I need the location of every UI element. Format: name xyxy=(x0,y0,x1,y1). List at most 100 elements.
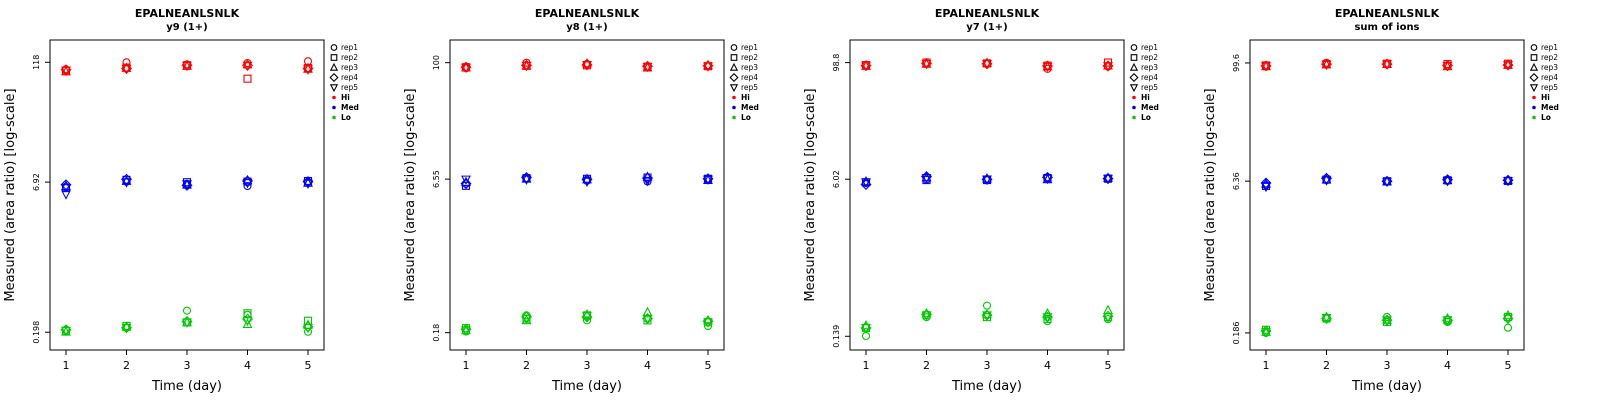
x-tick-label: 5 xyxy=(705,359,712,372)
chart-subtitle: y7 (1+) xyxy=(966,22,1007,33)
legend-symbol-rep1 xyxy=(330,44,338,51)
y-tick-label: 6.36 xyxy=(1232,172,1241,190)
legend-dot-lo xyxy=(1532,115,1536,120)
data-point-hi-rep3 xyxy=(1103,60,1113,70)
data-point-lo-rep5 xyxy=(1103,313,1113,323)
x-tick-label: 2 xyxy=(923,359,930,372)
data-point-hi-rep5 xyxy=(521,61,532,72)
chart-panel-y9: EPALNEANLSNLK y9 (1+) 0.198 6.92 118 1 2 3 4 5 Tim… xyxy=(0,0,400,400)
data-point-lo-rep5 xyxy=(303,323,313,334)
legend-symbol-rep4 xyxy=(1129,72,1139,83)
legend-label: Lo xyxy=(1141,113,1151,122)
y-tick-label: 99.6 xyxy=(1232,54,1241,72)
data-point-med-rep3 xyxy=(861,175,871,186)
chart-panel-y7: EPALNEANLSNLK y7 (1+) 0.139 6.02 98.8 1 2 3 4 5 Ti… xyxy=(800,0,1200,400)
legend-dot-hi xyxy=(732,95,736,100)
data-point-lo-rep5 xyxy=(1382,316,1392,326)
legend-label: rep1 xyxy=(341,43,358,52)
data-point-med-rep4 xyxy=(120,173,133,185)
legend-symbol-rep5 xyxy=(329,84,339,93)
data-point-hi-rep5 xyxy=(61,66,71,77)
data-point-med-rep4 xyxy=(641,172,654,184)
legend-symbol-rep3 xyxy=(1529,62,1539,71)
data-point-lo-rep1 xyxy=(861,331,871,341)
data-point-med-rep4 xyxy=(60,179,72,191)
legend-symbol-rep5 xyxy=(729,84,739,93)
legend-label: rep1 xyxy=(741,43,758,52)
data-point-hi-rep3 xyxy=(703,59,713,70)
legend-label: rep1 xyxy=(1541,43,1558,52)
data-point-med-rep5 xyxy=(1382,177,1392,188)
legend-symbol-rep1 xyxy=(1130,44,1138,51)
data-point-lo-rep1 xyxy=(982,301,992,310)
chart-title: EPALNEANLSNLK xyxy=(935,7,1040,20)
data-point-lo-rep5 xyxy=(521,314,532,325)
x-axis-label: Time (day) xyxy=(551,379,622,394)
legend-label: Hi xyxy=(1541,93,1550,102)
data-point-hi-rep5 xyxy=(1382,60,1392,70)
plot-box xyxy=(49,39,325,351)
x-tick-label: 3 xyxy=(184,359,191,372)
data-point-hi-rep5 xyxy=(982,59,992,70)
y-tick-label: 98.8 xyxy=(832,54,841,72)
x-tick-label: 4 xyxy=(1044,359,1051,372)
legend-label: Lo xyxy=(341,113,351,122)
data-point-lo-rep3 xyxy=(1103,304,1113,315)
legend-dot-hi xyxy=(1532,95,1536,100)
data-point-lo-rep3 xyxy=(921,307,932,318)
plot-y7: EPALNEANLSNLK y7 (1+) 0.139 6.02 98.8 1 2 3 4 5 Ti… xyxy=(803,7,1159,394)
legend-dot-lo xyxy=(332,115,336,120)
data-point-med-rep5 xyxy=(1261,182,1271,193)
data-point-med-rep5 xyxy=(521,175,532,186)
y-tick-label: 118 xyxy=(32,55,41,70)
legend-label: rep2 xyxy=(1141,53,1158,62)
plot-sum: EPALNEANLSNLK sum of ions 0.186 6.36 99.6 1 2 3… xyxy=(1203,7,1559,394)
data-point-hi-rep5 xyxy=(642,62,653,73)
legend-label: rep3 xyxy=(341,63,358,72)
data-point-lo-rep5 xyxy=(461,326,471,336)
x-tick-label: 2 xyxy=(123,359,130,372)
legend-label: rep2 xyxy=(741,53,758,62)
data-point-med-rep4 xyxy=(460,178,472,190)
data-point-med-rep5 xyxy=(303,179,313,190)
x-tick-label: 2 xyxy=(1323,359,1330,372)
data-point-med-rep4 xyxy=(860,179,872,191)
data-point-med-rep1 xyxy=(243,182,252,191)
legend-label: Hi xyxy=(1141,93,1150,102)
legend-label: rep3 xyxy=(1541,63,1558,72)
data-point-lo-rep5 xyxy=(642,314,653,325)
data-point-hi-rep3 xyxy=(582,57,592,68)
data-point-lo-rep5 xyxy=(861,324,871,334)
data-point-lo-rep2 xyxy=(243,309,252,318)
data-point-hi-rep5 xyxy=(1042,62,1053,73)
data-point-lo-rep5 xyxy=(1042,313,1053,323)
data-point-med-rep5 xyxy=(861,178,871,188)
data-point-med-rep5 xyxy=(921,174,932,184)
data-point-hi-rep3 xyxy=(303,63,313,73)
data-point-med-rep3 xyxy=(1103,172,1113,182)
data-point-hi-rep5 xyxy=(303,65,313,75)
chart-subtitle: sum of ions xyxy=(1354,22,1419,33)
x-tick-label: 5 xyxy=(305,359,312,372)
x-tick-label: 3 xyxy=(984,359,991,372)
x-axis-label: Time (day) xyxy=(151,379,222,394)
x-tick-label: 2 xyxy=(523,359,530,372)
y-tick-label: 0.198 xyxy=(32,321,41,344)
data-point-lo-rep5 xyxy=(703,318,713,328)
legend-label: Med xyxy=(741,103,759,112)
data-point-lo-rep3 xyxy=(242,318,253,328)
legend-label: Med xyxy=(1141,103,1159,112)
y-tick-label: 6.55 xyxy=(432,170,441,188)
data-point-lo-rep3 xyxy=(1042,307,1053,318)
data-point-hi-rep2 xyxy=(243,74,252,83)
data-point-lo-rep5 xyxy=(921,311,932,321)
legend-dot-hi xyxy=(332,95,336,100)
data-point-lo-rep5 xyxy=(182,318,192,328)
legend-label: rep3 xyxy=(741,63,758,72)
y-axis-label: Measured (area ratio) [log-scale] xyxy=(403,88,418,301)
legend-symbol-rep2 xyxy=(1530,54,1538,61)
data-point-med-rep5 xyxy=(461,175,471,186)
legend-dot-med xyxy=(1532,105,1536,110)
plot-box xyxy=(449,39,725,351)
